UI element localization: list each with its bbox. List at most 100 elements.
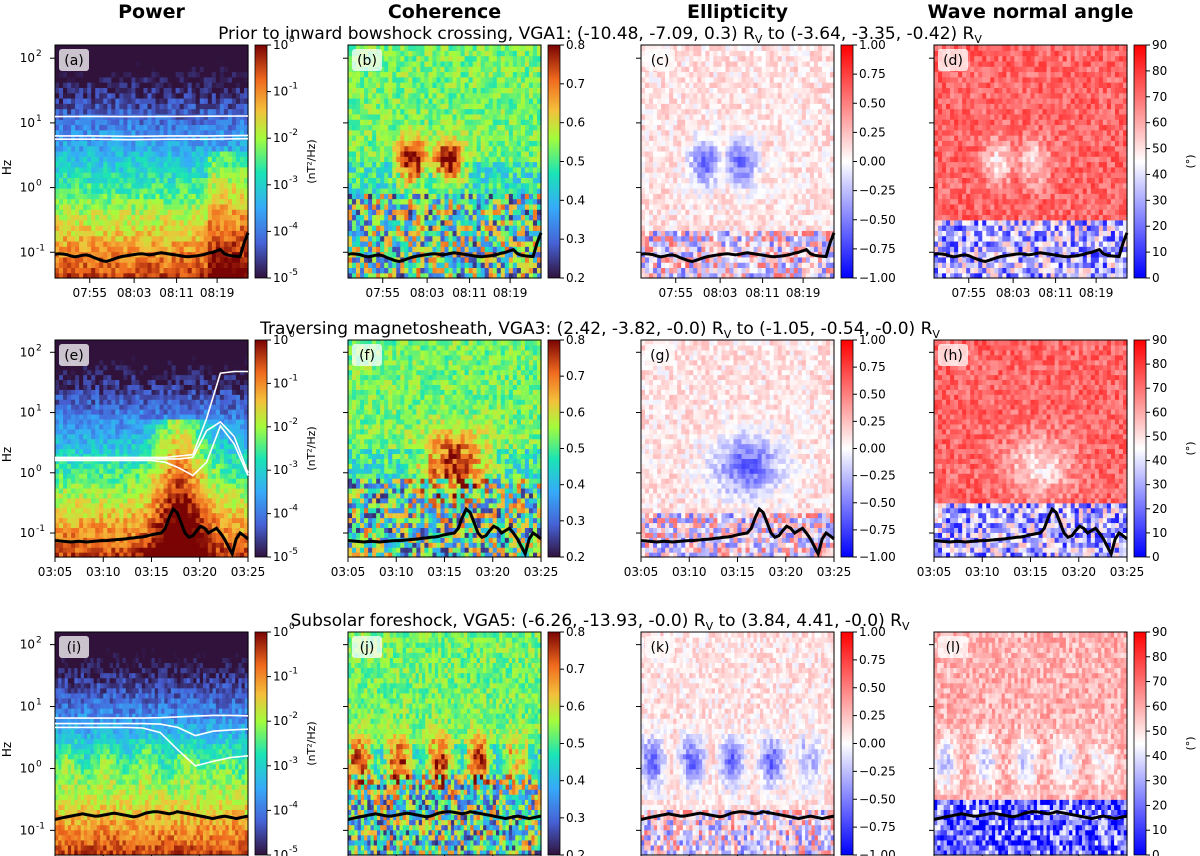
heatmap-cell — [461, 199, 466, 205]
heatmap-cell — [91, 87, 96, 93]
heatmap-cell — [509, 151, 514, 157]
heatmap-cell — [388, 103, 393, 109]
heatmap-cell — [697, 225, 702, 231]
heatmap-cell — [216, 77, 221, 83]
heatmap-cell — [228, 188, 233, 194]
heatmap-cell — [717, 209, 722, 215]
heatmap-cell — [665, 230, 670, 236]
heatmap-cell — [725, 267, 730, 273]
heatmap-cell — [705, 204, 710, 210]
heatmap-cell — [192, 130, 197, 136]
heatmap-cell — [485, 214, 490, 220]
heatmap-cell — [216, 82, 221, 88]
heatmap-cell — [738, 209, 743, 215]
heatmap-cell — [424, 209, 429, 215]
heatmap-cell — [525, 77, 530, 83]
heatmap-cell — [766, 236, 771, 242]
heatmap-cell — [360, 119, 365, 125]
heatmap-cell — [525, 140, 530, 146]
heatmap-cell — [388, 61, 393, 67]
heatmap-cell — [188, 241, 193, 247]
heatmap-cell — [123, 225, 128, 231]
heatmap-cell — [525, 66, 530, 72]
heatmap-cell — [79, 204, 84, 210]
heatmap-cell — [533, 87, 538, 93]
heatmap-cell — [485, 167, 490, 173]
heatmap-cell — [477, 56, 482, 62]
heatmap-cell — [204, 119, 209, 125]
heatmap-cell — [75, 204, 80, 210]
heatmap-cell — [152, 66, 157, 72]
heatmap-cell — [55, 93, 60, 99]
heatmap-cell — [657, 214, 662, 220]
heatmap-cell — [489, 114, 494, 120]
heatmap-cell — [758, 241, 763, 247]
heatmap-cell — [75, 93, 80, 99]
heatmap-cell — [497, 77, 502, 83]
heatmap-cell — [139, 50, 144, 56]
heatmap-cell — [641, 199, 646, 205]
heatmap-cell — [111, 214, 116, 220]
heatmap-cell — [404, 156, 409, 162]
heatmap-cell — [220, 214, 225, 220]
heatmap-cell — [533, 214, 538, 220]
heatmap-cell — [705, 246, 710, 252]
heatmap-cell — [453, 214, 458, 220]
heatmap-cell — [822, 246, 827, 252]
heatmap-cell — [697, 230, 702, 236]
heatmap-cell — [473, 109, 478, 115]
heatmap-cell — [473, 236, 478, 242]
heatmap-cell — [127, 109, 132, 115]
heatmap-cell — [188, 124, 193, 130]
heatmap-cell — [71, 220, 76, 226]
heatmap-cell — [123, 183, 128, 189]
heatmap-cell — [774, 225, 779, 231]
heatmap-cell — [360, 167, 365, 173]
heatmap-cell — [99, 220, 104, 226]
heatmap-cell — [143, 167, 148, 173]
heatmap-cell — [822, 220, 827, 226]
heatmap-cell — [232, 50, 237, 56]
heatmap-cell — [529, 103, 534, 109]
heatmap-cell — [111, 93, 116, 99]
heatmap-cell — [220, 204, 225, 210]
heatmap-cell — [119, 267, 124, 273]
heatmap-cell — [216, 199, 221, 205]
heatmap-cell — [152, 82, 157, 88]
heatmap-cell — [497, 82, 502, 88]
heatmap-cell — [139, 167, 144, 173]
heatmap-cell — [160, 103, 165, 109]
heatmap-cell — [778, 262, 783, 268]
heatmap-cell — [697, 252, 702, 258]
heatmap-cell — [188, 214, 193, 220]
heatmap-cell — [55, 162, 60, 168]
heatmap-cell — [368, 220, 373, 226]
heatmap-cell — [208, 98, 213, 104]
heatmap-cell — [489, 262, 494, 268]
heatmap-cell — [376, 172, 381, 178]
heatmap-cell — [517, 66, 522, 72]
heatmap-cell — [818, 246, 823, 252]
heatmap-cell — [176, 246, 181, 252]
heatmap-cell — [208, 172, 213, 178]
heatmap-cell — [192, 71, 197, 77]
heatmap-cell — [127, 183, 132, 189]
heatmap-cell — [360, 262, 365, 268]
heatmap-cell — [440, 77, 445, 83]
heatmap-cell — [513, 167, 518, 173]
heatmap-cell — [440, 204, 445, 210]
heatmap-cell — [196, 214, 201, 220]
heatmap-cell — [99, 230, 104, 236]
heatmap-cell — [400, 140, 405, 146]
heatmap-cell — [200, 246, 205, 252]
heatmap-cell — [729, 204, 734, 210]
heatmap-cell — [489, 93, 494, 99]
heatmap-cell — [489, 172, 494, 178]
heatmap-cell — [63, 262, 68, 268]
heatmap-cell — [160, 45, 165, 51]
heatmap-cell — [529, 71, 534, 77]
heatmap-cell — [709, 246, 714, 252]
heatmap-cell — [196, 119, 201, 125]
heatmap-cell — [440, 135, 445, 141]
heatmap-cell — [352, 114, 357, 120]
